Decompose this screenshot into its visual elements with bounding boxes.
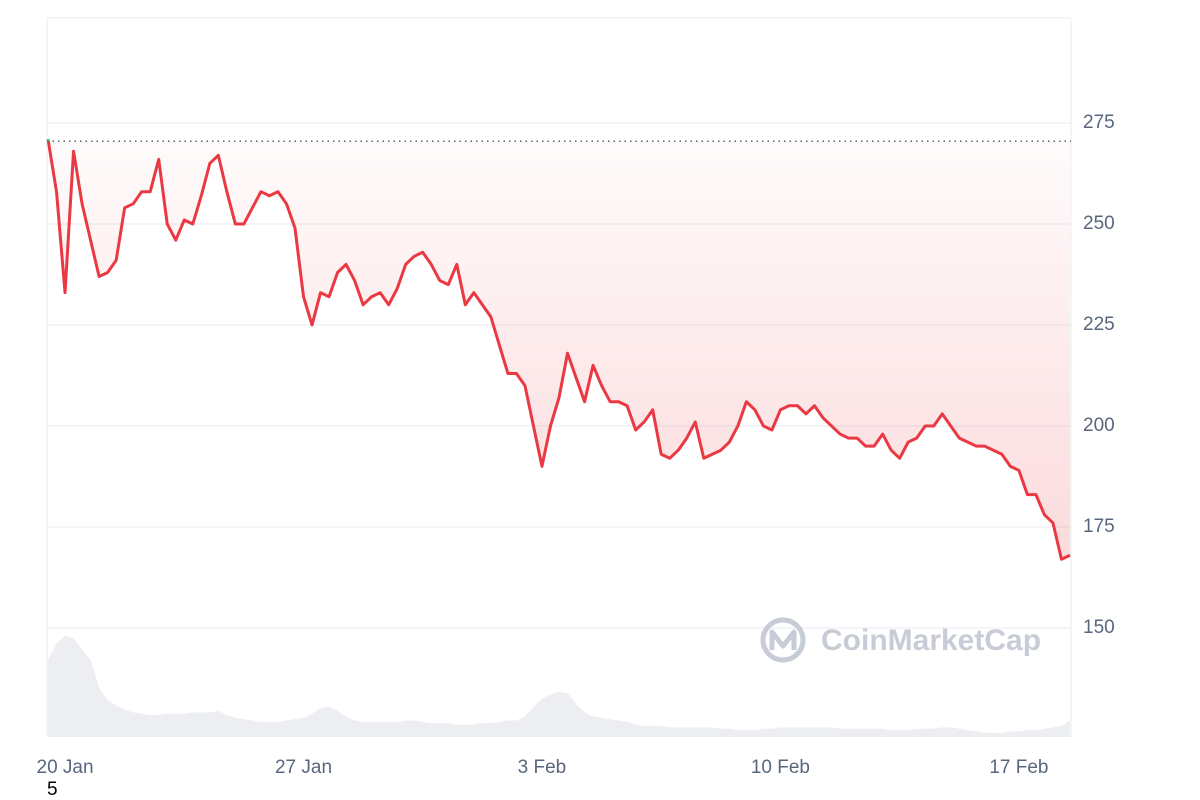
price-line bbox=[46, 138, 1071, 561]
x-tick-label: 27 Jan bbox=[275, 757, 332, 778]
volume-layer bbox=[48, 635, 1070, 737]
y-tick-label: 275 bbox=[1083, 112, 1115, 133]
x-tick-label: 3 Feb bbox=[518, 757, 567, 778]
watermark-text: CoinMarketCap bbox=[821, 624, 1041, 657]
line-layer bbox=[46, 138, 1071, 561]
y-tick-label: 200 bbox=[1083, 415, 1115, 436]
y-tick-label: 225 bbox=[1083, 314, 1115, 335]
volume-area bbox=[48, 635, 1070, 737]
x-tick-label: 10 Feb bbox=[751, 757, 810, 778]
watermark: CoinMarketCap bbox=[760, 617, 1041, 663]
area-fill bbox=[48, 139, 1070, 560]
watermark-logo-mark bbox=[769, 629, 797, 650]
y-tick-label: 150 bbox=[1083, 617, 1115, 638]
y-tick-label: 175 bbox=[1083, 516, 1115, 537]
x-tick-label: 20 Jan bbox=[37, 757, 94, 778]
x-tick-label: 17 Feb bbox=[989, 757, 1048, 778]
watermark-logo bbox=[760, 617, 806, 663]
footnote: 5 bbox=[47, 779, 58, 800]
y-tick-label: 250 bbox=[1083, 213, 1115, 234]
